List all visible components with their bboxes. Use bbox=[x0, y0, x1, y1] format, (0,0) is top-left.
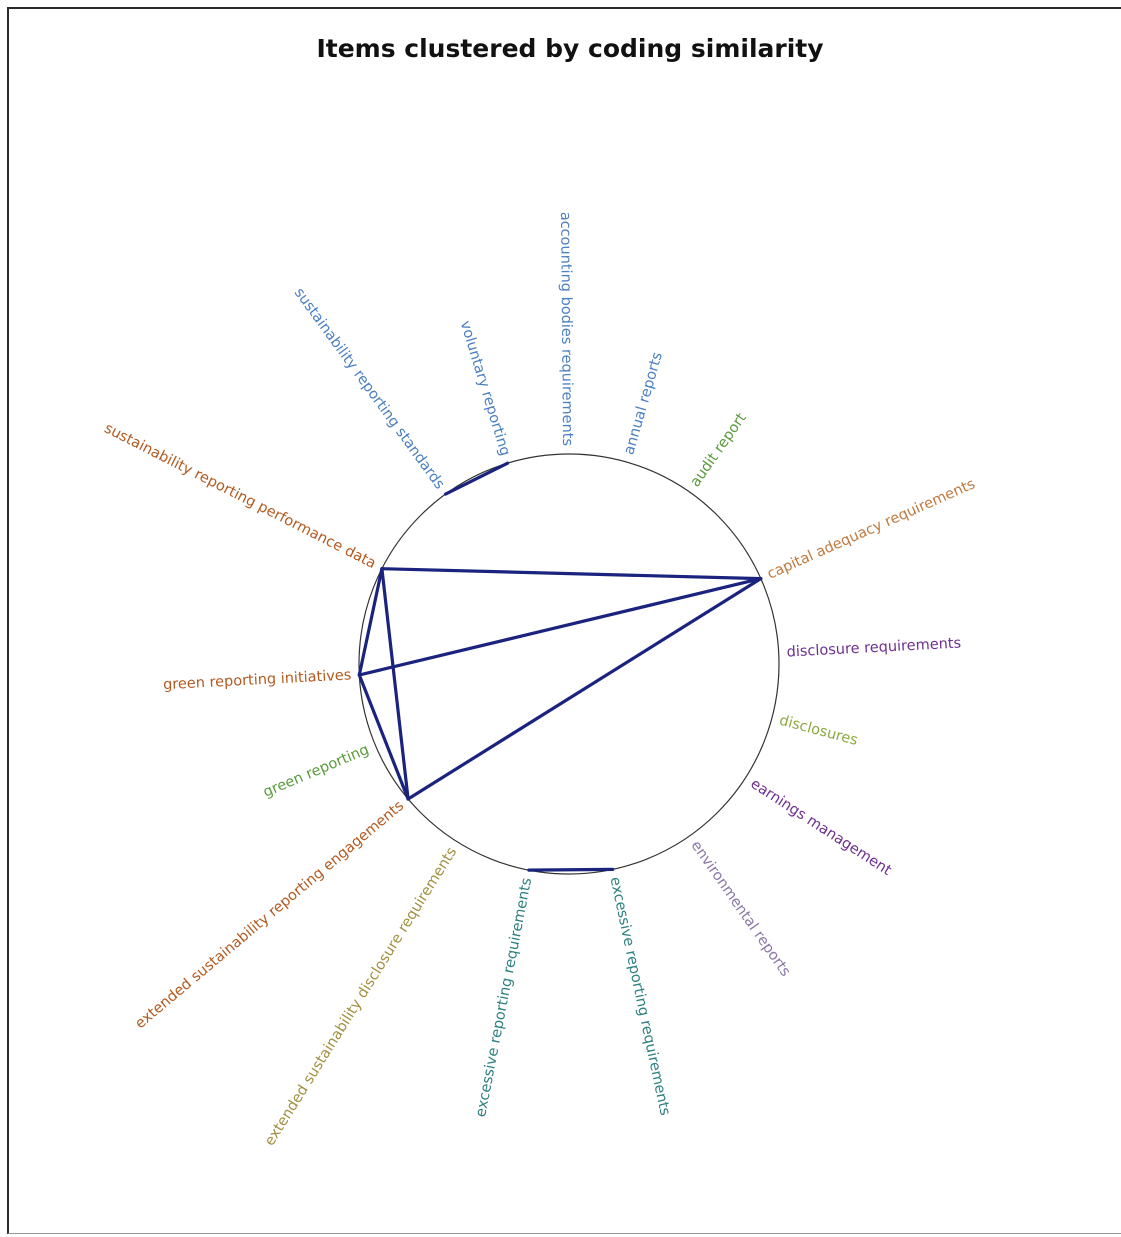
item-label-voluntary_reporting: voluntary reporting bbox=[457, 319, 513, 458]
similarity-links bbox=[357, 461, 763, 872]
link-capital_adequacy-extended_engagements bbox=[406, 576, 763, 801]
item-label-excessive_reporting_b: excessive reporting requirements bbox=[606, 876, 672, 1117]
figure-frame bbox=[7, 7, 1121, 1234]
cluster-circle bbox=[358, 453, 780, 875]
item-label-audit_report: audit report bbox=[687, 410, 750, 490]
link-green_initiatives-capital_adequacy bbox=[357, 576, 763, 677]
item-label-annual_reports: annual reports bbox=[621, 350, 666, 456]
item-label-accounting_bodies: accounting bodies requirements bbox=[557, 212, 575, 446]
link-sus_performance-capital_adequacy bbox=[380, 567, 763, 581]
chart-title: Items clustered by coding similarity bbox=[316, 34, 824, 63]
item-label-earnings_management: earnings management bbox=[747, 776, 894, 879]
item-label-green_initiatives: green reporting initiatives bbox=[163, 667, 352, 693]
link-sus_performance-green_initiatives bbox=[357, 567, 384, 677]
item-label-green_reporting: green reporting bbox=[261, 742, 371, 801]
item-label-sus_performance: sustainability reporting performance dat… bbox=[102, 420, 379, 572]
link-green_initiatives-extended_engagements bbox=[357, 673, 410, 801]
link-sus_standards-voluntary_reporting bbox=[444, 461, 510, 496]
item-label-excessive_reporting_a: excessive reporting requirements bbox=[473, 876, 535, 1118]
link-excessive_reporting_b-excessive_reporting_a bbox=[527, 867, 615, 872]
item-label-disclosure_requirements: disclosure requirements bbox=[786, 635, 961, 660]
item-label-disclosures: disclosures bbox=[778, 713, 860, 749]
item-labels: accounting bodies requirements annual rep… bbox=[102, 212, 978, 1149]
link-sus_performance-extended_engagements bbox=[380, 567, 410, 801]
item-label-environmental_reports: environmental reports bbox=[687, 838, 793, 980]
item-label-capital_adequacy: capital adequacy requirements bbox=[765, 476, 978, 582]
item-label-sus_standards: sustainability reporting standards bbox=[291, 285, 448, 492]
